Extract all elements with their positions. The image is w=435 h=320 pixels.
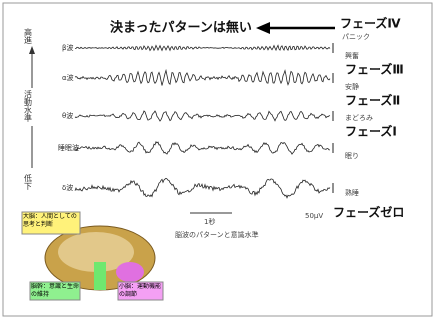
axis-bottom: 低下 bbox=[24, 173, 33, 191]
brain-stem bbox=[94, 262, 106, 290]
brain bbox=[45, 226, 155, 290]
state-label: 眠り bbox=[345, 152, 359, 160]
state-label: パニック bbox=[342, 33, 370, 41]
time-label: 1秒 bbox=[204, 217, 215, 226]
cerebellum-label: 小脳：運動機能の調節 bbox=[119, 283, 162, 299]
amplitude-label: 50μV bbox=[305, 212, 323, 220]
wave-label: δ波 bbox=[62, 183, 73, 192]
axis-top: 高進 bbox=[24, 27, 33, 45]
brain-cerebellum bbox=[116, 262, 144, 282]
state-label: 興奮 bbox=[345, 51, 359, 60]
phase-label: フェーズⅠ bbox=[345, 124, 397, 139]
phase-label: フェーズゼロ bbox=[333, 205, 404, 220]
state-label: まどろみ bbox=[345, 114, 373, 122]
state-label: 熟睡 bbox=[345, 188, 359, 197]
phase-label: フェーズⅡ bbox=[345, 93, 400, 108]
wave-label: θ波 bbox=[62, 111, 73, 120]
caption: 脳波のパターンと意識水準 bbox=[175, 230, 259, 239]
brainstem-label: 脳幹：意識と生命の維持 bbox=[31, 283, 79, 299]
state-label: 安静 bbox=[345, 82, 359, 91]
wave-label: β波 bbox=[62, 43, 73, 52]
phase-label: フェーズⅢ bbox=[345, 62, 404, 77]
axis-middle: 活動水準 bbox=[24, 89, 33, 123]
cerebrum-label: 大脳：人間としての思考と判断 bbox=[23, 213, 79, 229]
phase-label: フェーズⅣ bbox=[340, 16, 401, 31]
wave-label: α波 bbox=[62, 73, 74, 82]
title: 決まったパターンは無い bbox=[110, 20, 252, 36]
diagram: 決まったパターンは無い フェーズⅣ パニック フェーズⅢ フェーズⅡ フェーズⅠ… bbox=[0, 0, 435, 320]
